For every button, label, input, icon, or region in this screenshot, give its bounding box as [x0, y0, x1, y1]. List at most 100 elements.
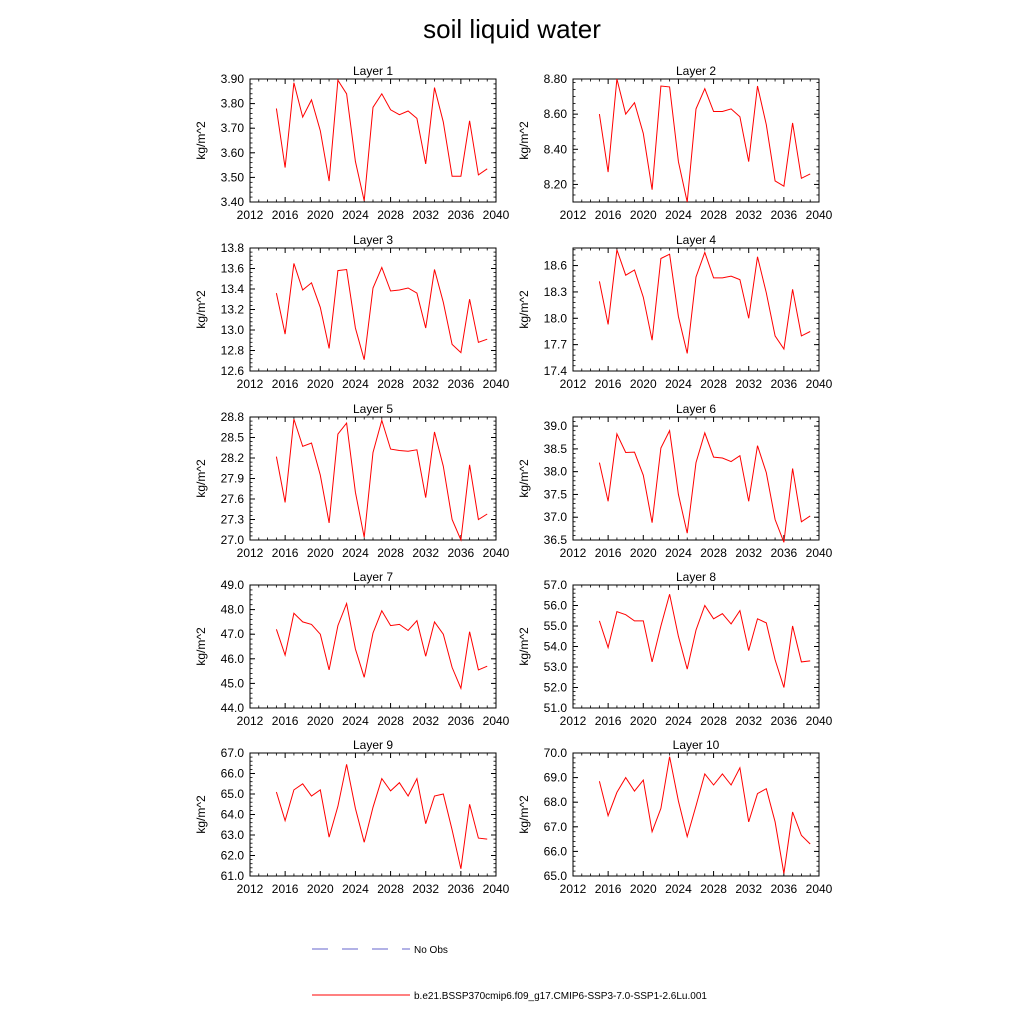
y-tick-label-layer-7: 48.0: [221, 603, 245, 617]
legend-label-no-obs: No Obs: [414, 945, 448, 956]
x-tick-label-layer-3: 2028: [377, 377, 404, 391]
y-tick-label-layer-8: 54.0: [544, 640, 568, 654]
x-tick-label-layer-7: 2024: [342, 714, 369, 728]
x-tick-label-layer-5: 2024: [342, 546, 369, 560]
y-axis-label-layer-8: kg/m^2: [517, 627, 531, 666]
y-tick-label-layer-5: 28.5: [221, 431, 245, 445]
y-tick-label-layer-3: 12.6: [221, 364, 245, 378]
x-tick-label-layer-2: 2028: [700, 208, 727, 222]
series-line-layer-2: [598, 78, 811, 203]
panel-layer-6: Layer 6 kg/m^2 2012 2016 2020 2024 2028 2032 203…: [517, 402, 833, 560]
y-tick-label-layer-6: 38.5: [544, 442, 568, 456]
y-tick-label-layer-5: 27.6: [221, 492, 245, 506]
panel-layer-2: Layer 2 kg/m^2 2012 2016 2020 2024 2028 2032 203…: [517, 64, 833, 222]
x-tick-label-layer-5: 2028: [377, 546, 404, 560]
x-tick-label-layer-5: 2012: [237, 546, 264, 560]
series-line-layer-6: [598, 429, 811, 543]
y-axis-label-layer-1: kg/m^2: [194, 121, 208, 160]
y-tick-label-layer-3: 13.8: [221, 241, 245, 255]
plot-frame-layer-6: [572, 416, 820, 541]
y-tick-label-layer-10: 66.0: [544, 844, 568, 858]
panel-title-layer-2: Layer 2: [676, 64, 716, 78]
series-line-layer-7: [275, 601, 488, 691]
x-tick-label-layer-8: 2020: [630, 714, 657, 728]
x-tick-label-layer-2: 2040: [806, 208, 833, 222]
panel-layer-1: Layer 1 kg/m^2 2012 2016 2020 2024 2028 2032 203…: [194, 64, 510, 222]
x-tick-label-layer-3: 2020: [307, 377, 334, 391]
figure-title: soil liquid water: [423, 14, 601, 44]
x-tick-label-layer-6: 2036: [771, 546, 798, 560]
x-tick-label-layer-6: 2040: [806, 546, 833, 560]
y-tick-label-layer-10: 65.0: [544, 869, 568, 883]
y-tick-label-layer-3: 13.2: [221, 303, 245, 317]
x-tick-label-layer-6: 2028: [700, 546, 727, 560]
y-tick-label-layer-1: 3.90: [221, 72, 245, 86]
x-tick-label-layer-1: 2020: [307, 208, 334, 222]
series-line-layer-3: [275, 263, 488, 360]
y-tick-label-layer-6: 38.0: [544, 465, 568, 479]
y-tick-label-layer-5: 27.9: [221, 472, 245, 486]
x-tick-label-layer-3: 2012: [237, 377, 264, 391]
x-tick-label-layer-1: 2040: [483, 208, 510, 222]
x-tick-label-layer-8: 2036: [771, 714, 798, 728]
x-tick-label-layer-7: 2012: [237, 714, 264, 728]
y-tick-label-layer-4: 18.3: [544, 285, 568, 299]
y-tick-label-layer-3: 13.4: [221, 282, 245, 296]
x-tick-label-layer-5: 2016: [272, 546, 299, 560]
panel-layer-8: Layer 8 kg/m^2 2012 2016 2020 2024 2028 2032 203…: [517, 570, 833, 728]
series-line-layer-9: [275, 764, 488, 869]
y-tick-label-layer-4: 17.7: [544, 338, 568, 352]
y-tick-label-layer-2: 8.40: [544, 142, 568, 156]
x-tick-label-layer-7: 2028: [377, 714, 404, 728]
y-tick-label-layer-3: 12.8: [221, 344, 245, 358]
x-tick-label-layer-4: 2012: [560, 377, 587, 391]
plot-frame-layer-5: [249, 416, 497, 541]
y-tick-label-layer-5: 27.0: [221, 533, 245, 547]
x-tick-label-layer-9: 2028: [377, 882, 404, 896]
panel-title-layer-5: Layer 5: [353, 402, 393, 416]
panel-title-layer-3: Layer 3: [353, 233, 393, 247]
x-tick-label-layer-6: 2020: [630, 546, 657, 560]
x-tick-label-layer-1: 2028: [377, 208, 404, 222]
x-tick-label-layer-2: 2032: [735, 208, 762, 222]
x-tick-label-layer-5: 2036: [448, 546, 475, 560]
y-tick-label-layer-8: 51.0: [544, 701, 568, 715]
series-line-layer-1: [275, 78, 488, 201]
y-axis-label-layer-4: kg/m^2: [517, 290, 531, 329]
x-tick-label-layer-9: 2040: [483, 882, 510, 896]
y-tick-label-layer-3: 13.0: [221, 323, 245, 337]
x-tick-label-layer-8: 2012: [560, 714, 587, 728]
x-tick-label-layer-9: 2016: [272, 882, 299, 896]
x-tick-label-layer-5: 2040: [483, 546, 510, 560]
panel-title-layer-6: Layer 6: [676, 402, 716, 416]
panel-layer-5: Layer 5 kg/m^2 2012 2016 2020 2024 2028 2032 203…: [194, 402, 510, 560]
panel-title-layer-4: Layer 4: [676, 233, 716, 247]
y-tick-label-layer-1: 3.50: [221, 170, 245, 184]
x-tick-label-layer-4: 2036: [771, 377, 798, 391]
y-tick-label-layer-5: 28.2: [221, 451, 245, 465]
series-line-layer-4: [598, 249, 811, 354]
x-tick-label-layer-10: 2040: [806, 882, 833, 896]
x-tick-label-layer-10: 2016: [595, 882, 622, 896]
x-tick-label-layer-9: 2012: [237, 882, 264, 896]
x-tick-label-layer-4: 2020: [630, 377, 657, 391]
y-tick-label-layer-2: 8.80: [544, 72, 568, 86]
x-tick-label-layer-2: 2024: [665, 208, 692, 222]
y-tick-label-layer-8: 56.0: [544, 599, 568, 613]
plot-frame-layer-3: [249, 247, 497, 372]
y-tick-label-layer-9: 64.0: [221, 808, 245, 822]
x-tick-label-layer-4: 2040: [806, 377, 833, 391]
legend: No Obs b.e21.BSSP370cmip6.f09_g17.CMIP6-S…: [312, 945, 707, 1002]
x-tick-label-layer-2: 2012: [560, 208, 587, 222]
panel-title-layer-8: Layer 8: [676, 570, 716, 584]
panel-layer-7: Layer 7 kg/m^2 2012 2016 2020 2024 2028 2032 203…: [194, 570, 510, 728]
y-tick-label-layer-8: 57.0: [544, 578, 568, 592]
y-tick-label-layer-1: 3.40: [221, 195, 245, 209]
y-tick-label-layer-7: 46.0: [221, 652, 245, 666]
y-tick-label-layer-1: 3.70: [221, 121, 245, 135]
panel-layer-10: Layer 10 kg/m^2 2012 2016 2020 2024 2028 2032 20…: [517, 738, 833, 896]
y-tick-label-layer-1: 3.80: [221, 97, 245, 111]
x-tick-label-layer-6: 2032: [735, 546, 762, 560]
y-tick-label-layer-10: 68.0: [544, 795, 568, 809]
